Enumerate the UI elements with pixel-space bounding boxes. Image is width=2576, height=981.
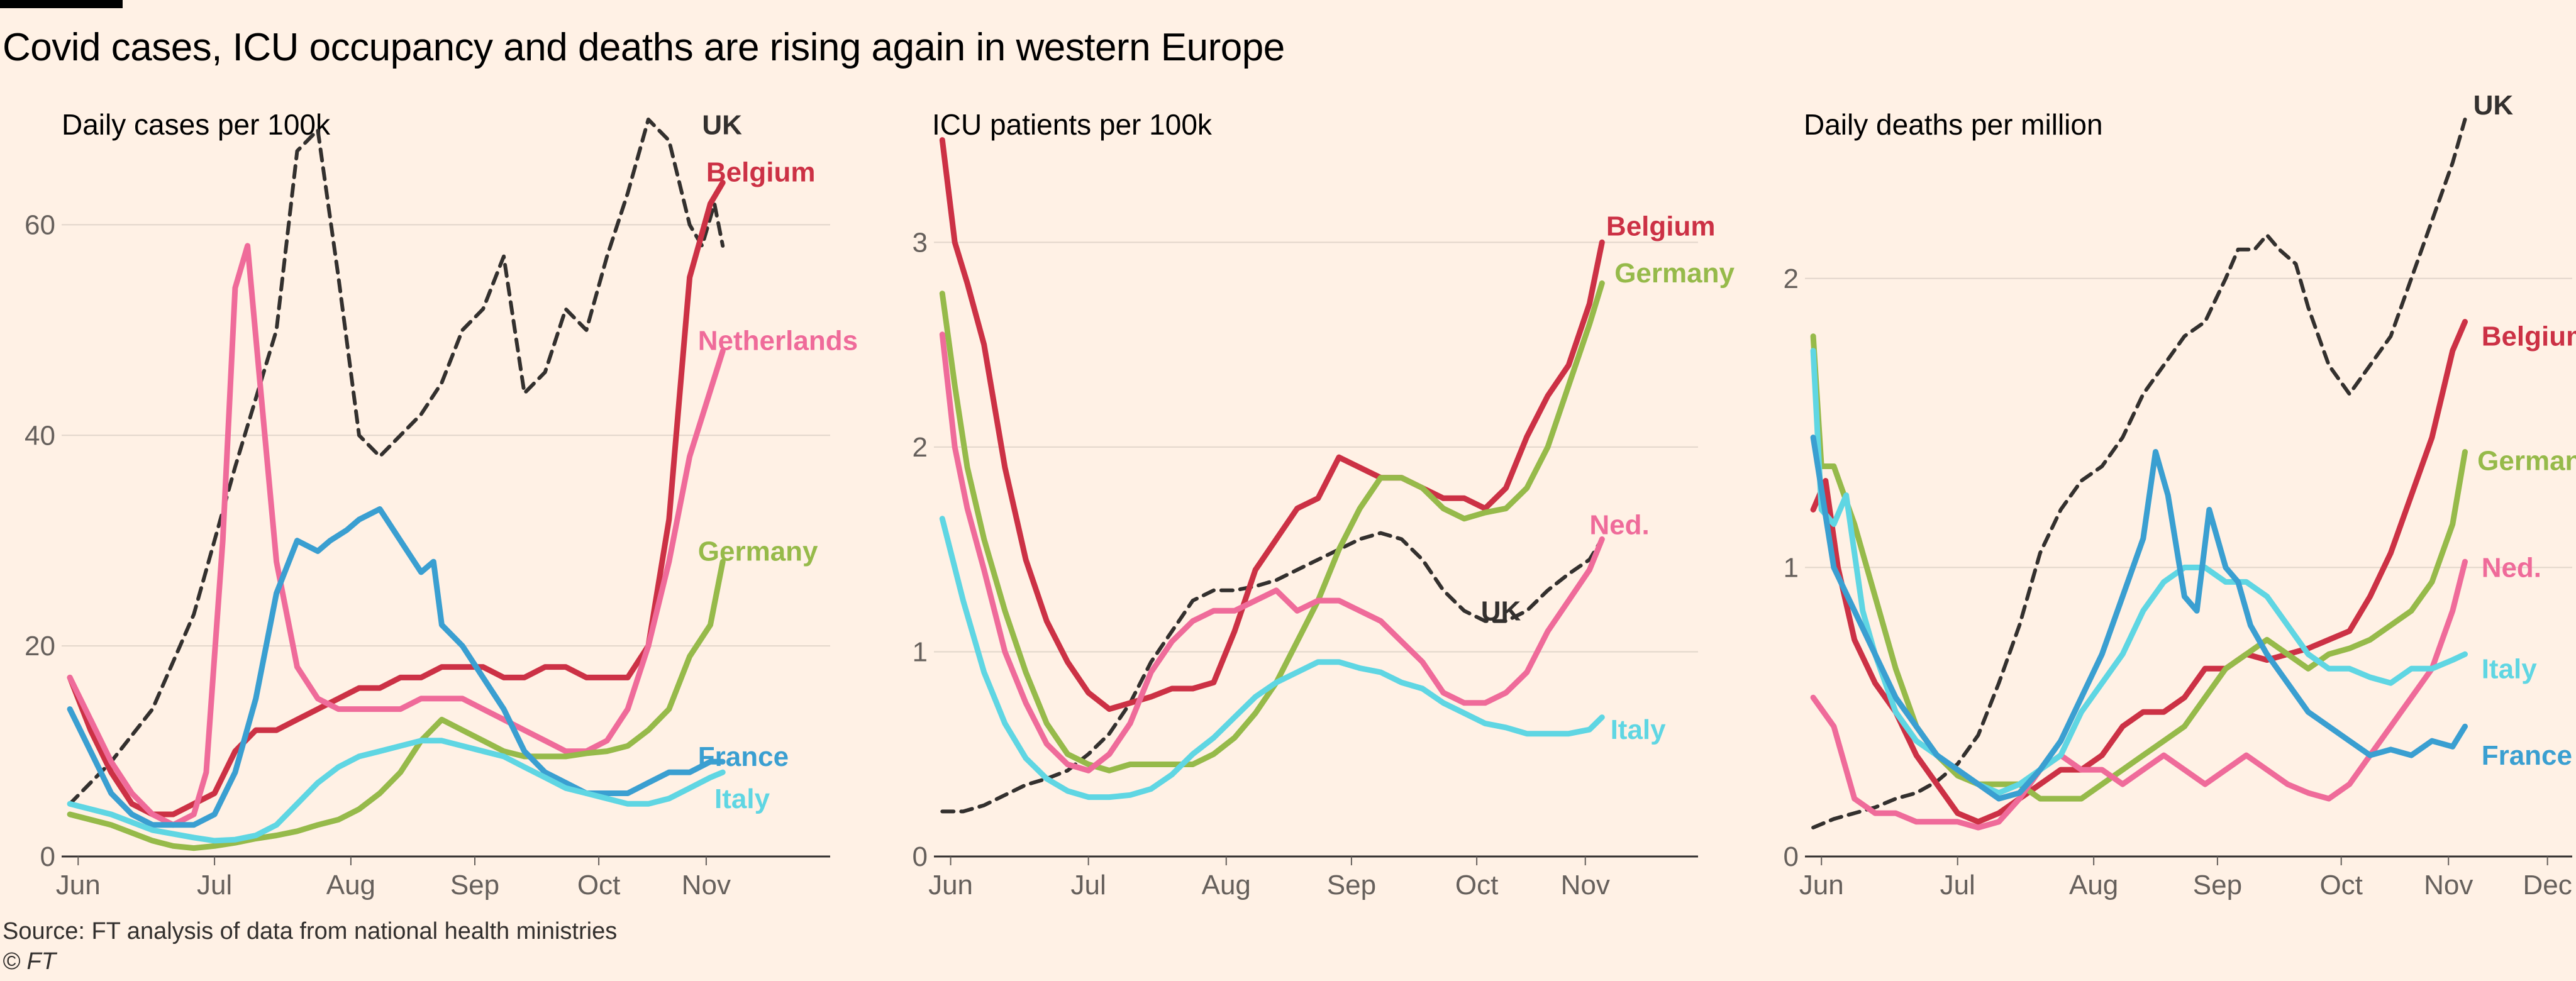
series-label-uk: UK (702, 109, 742, 140)
x-tick-label-aug: Aug (1202, 870, 1251, 901)
series-label-germany: Germany (2477, 445, 2576, 476)
series-line-france (1810, 435, 2468, 802)
series-label-netherlands: Netherlands (698, 326, 858, 357)
series-label-germany: Germany (698, 536, 818, 567)
series-line-italy (1810, 348, 2468, 796)
y-tick-label: 2 (1784, 263, 1799, 294)
y-tick-label: 0 (1784, 841, 1799, 872)
x-tick-label-nov: Nov (1561, 870, 1610, 901)
series-line-netherlands (939, 331, 1605, 773)
x-tick-label-jun: Jun (1799, 870, 1844, 901)
x-tick-label-aug: Aug (326, 870, 375, 901)
panel-daily-cases: Daily cases per 100k 0 20 40 60 Jun Jul Aug Sep O… (25, 108, 858, 901)
x-tick-label-dec: Dec (2523, 870, 2572, 901)
y-tick-label: 1 (913, 636, 928, 667)
y-tick-label: 0 (913, 841, 928, 872)
x-tick-label-aug: Aug (2069, 870, 2118, 901)
series-label-belgium: Belgium (1606, 211, 1716, 241)
y-tick-label: 20 (25, 631, 55, 662)
series-line-france (67, 506, 726, 828)
series-line-belgium (939, 137, 1605, 712)
y-tick-label: 40 (25, 420, 55, 451)
series-label-uk: UK (2473, 90, 2514, 121)
series-line-uk (68, 118, 725, 806)
y-tick-label: 3 (913, 227, 928, 258)
source-note: Source: FT analysis of data from nationa… (3, 918, 618, 945)
x-tick-label-oct: Oct (1455, 870, 1498, 901)
series-label-belgium: Belgium (706, 157, 816, 188)
series-label-france: France (2482, 740, 2572, 771)
x-tick-label-oct: Oct (2319, 870, 2362, 901)
x-tick-label-sep: Sep (450, 870, 499, 901)
panel-subtitle: ICU patients per 100k (932, 108, 1213, 141)
x-tick-label-sep: Sep (2193, 870, 2242, 901)
series-label-italy: Italy (2482, 653, 2538, 684)
series-label-italy: Italy (714, 784, 770, 814)
series-line-uk (940, 531, 1604, 814)
y-tick-label: 2 (913, 432, 928, 463)
y-tick-label: 1 (1784, 552, 1799, 583)
series-label-germany: Germany (1614, 258, 1735, 289)
x-tick-label-jul: Jul (1940, 870, 1975, 901)
y-tick-label: 0 (40, 841, 55, 872)
x-tick-label-jul: Jul (197, 870, 232, 901)
series-line-belgium (1810, 319, 2468, 825)
series-line-germany (939, 280, 1605, 773)
x-tick-label-oct: Oct (577, 870, 620, 901)
series-label-italy: Italy (1611, 714, 1667, 745)
series-line-netherlands (67, 243, 726, 828)
x-tick-label-sep: Sep (1327, 870, 1376, 901)
panel-daily-deaths: Daily deaths per million 0 1 2 Jun Jul Aug Sep O… (1784, 90, 2576, 901)
series-line-italy (939, 516, 1605, 801)
x-tick-label-nov: Nov (2424, 870, 2473, 901)
series-label-netherlands: Ned. (1589, 510, 1649, 541)
series-line-uk (1811, 118, 2467, 829)
y-tick-label: 60 (25, 209, 55, 240)
chart-title: Covid cases, ICU occupancy and deaths ar… (3, 26, 1285, 69)
series-label-netherlands: Ned. (2482, 552, 2541, 583)
series-label-france: France (698, 741, 789, 772)
x-tick-label-nov: Nov (682, 870, 731, 901)
copyright: © FT (3, 948, 56, 975)
panel-subtitle: Daily deaths per million (1804, 108, 2103, 141)
panel-subtitle: Daily cases per 100k (62, 108, 331, 141)
series-line-germany (1810, 333, 2468, 802)
series-label-belgium: Belgium (2482, 321, 2576, 352)
x-tick-label-jul: Jul (1071, 870, 1106, 901)
series-label-uk: UK (1481, 596, 1521, 626)
series-line-belgium (67, 180, 726, 818)
brand-bar (0, 0, 123, 8)
series-line-italy (67, 738, 726, 844)
series-line-netherlands (1810, 558, 2468, 831)
panel-icu-patients: ICU patients per 100k 0 1 2 3 Jun Jul Aug Sep Oct… (913, 108, 1735, 901)
x-tick-label-jun: Jun (928, 870, 973, 901)
x-tick-label-jun: Jun (56, 870, 101, 901)
